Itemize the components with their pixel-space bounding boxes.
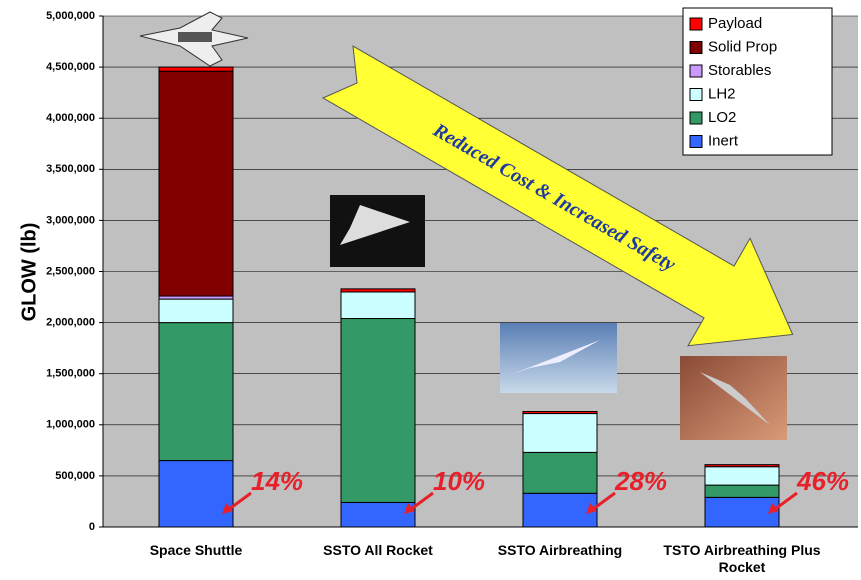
y-tick-label: 3,500,000	[46, 163, 95, 175]
legend-swatch	[689, 17, 703, 31]
bar-segment	[158, 322, 234, 462]
bar-segment	[704, 484, 780, 498]
y-tick-label: 1,500,000	[46, 368, 95, 380]
legend-label: Storables	[708, 62, 771, 79]
bar-segment	[340, 288, 416, 293]
y-tick-label: 4,000,000	[46, 112, 95, 124]
percent-arrow-head	[404, 503, 415, 514]
y-tick-label: 3,000,000	[46, 214, 95, 226]
bar-segment	[522, 411, 598, 415]
y-tick-label: 500,000	[55, 470, 95, 482]
ssto-image	[330, 195, 425, 267]
legend-label: Inert	[708, 132, 739, 149]
y-tick-label: 4,500,000	[46, 61, 95, 73]
percent-arrow	[409, 491, 434, 512]
legend-label: Solid Prop	[708, 38, 777, 55]
bar-segment	[340, 501, 416, 528]
bar-segment	[704, 496, 780, 528]
percent-arrow	[591, 491, 616, 512]
bar-segment	[704, 466, 780, 486]
percent-label: 14%	[251, 466, 303, 496]
x-tick-label: SSTO All Rocket	[323, 542, 433, 558]
y-tick-label: 1,000,000	[46, 419, 95, 431]
percent-label: 10%	[433, 466, 485, 496]
shuttle-image	[139, 11, 249, 67]
x-tick-label: Space Shuttle	[149, 542, 243, 558]
legend-swatch	[689, 135, 703, 148]
percent-arrow-head	[222, 503, 233, 514]
percent-arrow	[227, 491, 252, 512]
percent-arrow-head	[586, 503, 597, 514]
legend-swatch	[689, 111, 703, 125]
bar-segment	[522, 492, 598, 528]
y-tick-label: 2,500,000	[46, 265, 95, 277]
bar-segment	[158, 298, 234, 324]
bar-segment	[522, 451, 598, 494]
legend-label: LO2	[708, 109, 736, 126]
percent-label: 46%	[796, 466, 849, 496]
y-tick-label: 5,000,000	[46, 10, 95, 22]
bar-segment	[340, 291, 416, 320]
y-tick-label: 2,000,000	[46, 317, 95, 329]
bar-segment	[158, 70, 234, 297]
legend-swatch	[689, 41, 703, 54]
bar-segment	[340, 318, 416, 503]
percent-arrow-head	[768, 503, 779, 514]
y-tick-label: 0	[89, 521, 95, 533]
x-tick-label: TSTO Airbreathing Plus Rocket	[663, 542, 821, 575]
x-tick-label: SSTO Airbreathing	[497, 542, 623, 558]
tsto-image	[680, 356, 787, 440]
legend-label: Payload	[708, 15, 762, 32]
percent-arrow	[773, 491, 798, 512]
bar-segment	[158, 460, 234, 528]
bar-segment	[704, 464, 780, 468]
airbreathing-image	[500, 323, 617, 393]
legend-swatch	[689, 64, 703, 78]
bar-segment	[522, 413, 598, 453]
legend-swatch	[689, 88, 703, 101]
legend-label: LH2	[708, 85, 736, 102]
y-axis-label: GLOW (lb)	[18, 223, 40, 322]
legend: Inert LO2 LH2 Storables Solid Prop Payload	[682, 7, 833, 156]
bar-segment	[158, 66, 234, 72]
percent-label: 28%	[614, 466, 667, 496]
